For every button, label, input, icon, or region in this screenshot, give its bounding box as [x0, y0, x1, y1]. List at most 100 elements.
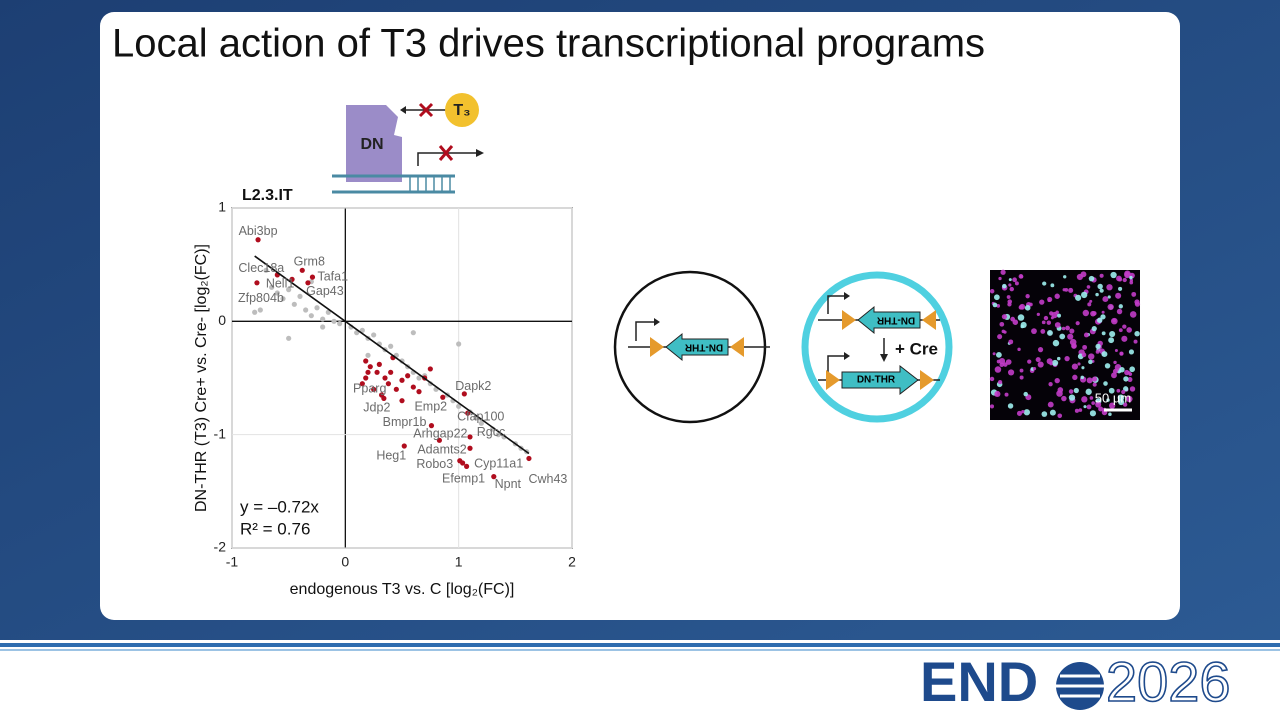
x-tick-label: -1: [226, 554, 239, 570]
point-label: Tafa1: [317, 269, 348, 283]
cell: [1106, 284, 1113, 291]
point-label: Grm8: [294, 255, 325, 269]
cell: [1064, 355, 1070, 362]
cell: [1019, 368, 1024, 373]
point: [374, 369, 380, 375]
cell: [1002, 283, 1007, 289]
arrowhead: [476, 149, 484, 157]
cell: [1129, 280, 1134, 285]
footer-rule: [0, 643, 1280, 647]
cell: [1071, 363, 1079, 370]
point: [320, 316, 326, 322]
cell: [1122, 277, 1127, 283]
point-label: Npnt: [495, 477, 522, 491]
cell: [1041, 320, 1046, 325]
point-label: Robo3: [416, 457, 453, 471]
point: [401, 443, 407, 449]
point: [456, 341, 462, 347]
point: [461, 391, 467, 397]
point: [416, 375, 422, 381]
cell: [1001, 314, 1008, 320]
cell: [1095, 401, 1102, 408]
chart-title: L2.3.IT: [242, 187, 293, 204]
point: [252, 309, 258, 315]
cell: [1047, 329, 1053, 336]
cell: [1040, 329, 1046, 334]
cell: [1118, 328, 1123, 333]
point-label: Gap43: [306, 284, 344, 298]
cell: [1091, 376, 1098, 382]
point: [255, 237, 261, 243]
x-tick-label: 2: [568, 554, 576, 570]
cell: [997, 334, 1003, 340]
cell: [1061, 395, 1067, 402]
cell: [1119, 351, 1124, 356]
cell: [1091, 401, 1095, 405]
cell: [1054, 322, 1061, 328]
cell: [1117, 394, 1125, 402]
cell: [1068, 389, 1074, 394]
point: [376, 361, 382, 367]
point: [280, 296, 286, 302]
cell: [1012, 319, 1019, 325]
point: [371, 332, 377, 338]
cell: [1054, 377, 1060, 384]
point-label: Adamts2: [417, 443, 466, 457]
point: [365, 369, 371, 375]
point: [367, 364, 373, 370]
cell: [1057, 413, 1063, 419]
cell: [1118, 304, 1123, 309]
cell: [998, 276, 1002, 281]
cell: [1110, 271, 1117, 279]
point-label: Clec18a: [238, 261, 284, 275]
cell: [1108, 412, 1112, 417]
cell: [1055, 310, 1059, 315]
point-label: Cfap100: [457, 409, 504, 423]
cell: [1095, 343, 1101, 350]
cell: [1005, 359, 1012, 365]
point: [427, 366, 433, 372]
point: [274, 290, 280, 296]
point: [254, 280, 260, 286]
protein-label: DN: [360, 136, 383, 153]
cell: [1128, 349, 1134, 355]
point-label: Pparg: [353, 381, 386, 395]
cell: [1016, 410, 1022, 416]
point-label: Abi3bp: [239, 224, 278, 238]
cell: [1096, 317, 1103, 323]
point: [337, 321, 343, 327]
y-tick-label: 1: [218, 199, 226, 215]
point: [416, 389, 422, 395]
cell: [1057, 313, 1062, 318]
cell: [1129, 275, 1133, 280]
point: [379, 392, 385, 398]
point: [460, 460, 466, 466]
cell: [1007, 302, 1012, 307]
cell: [1089, 396, 1094, 400]
point: [465, 410, 471, 416]
point: [308, 313, 314, 319]
cell: [1088, 275, 1095, 282]
point: [363, 358, 369, 364]
cell: [1025, 294, 1030, 299]
cell: [1081, 291, 1088, 299]
point: [388, 343, 394, 349]
cell: [1119, 366, 1125, 373]
cell: [1101, 310, 1105, 314]
point: [526, 455, 532, 462]
point: [309, 274, 316, 280]
cell: [1133, 339, 1138, 344]
cell: [1018, 305, 1024, 310]
logo-left: END: [920, 650, 1038, 713]
x-tick-label: 0: [341, 554, 349, 570]
cell: [1081, 352, 1087, 358]
logo: END 2026: [920, 649, 1231, 714]
point-label: Zfp804b: [238, 291, 284, 305]
cell: [997, 379, 1003, 385]
cell: [1056, 390, 1063, 397]
cell: [1067, 333, 1074, 340]
cell: [1083, 405, 1087, 409]
cell: [1100, 314, 1106, 320]
recombinase-label: + Cre: [895, 339, 938, 358]
